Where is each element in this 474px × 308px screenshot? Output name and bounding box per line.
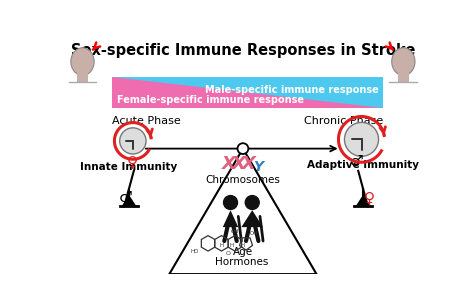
Text: X: X (242, 155, 256, 173)
Text: OH: OH (231, 229, 239, 234)
Circle shape (224, 196, 237, 209)
Text: H: H (229, 243, 233, 248)
Text: Adaptive Immunity: Adaptive Immunity (307, 160, 419, 170)
Polygon shape (241, 210, 263, 227)
Ellipse shape (392, 48, 415, 75)
Text: ♂: ♂ (119, 190, 133, 205)
Circle shape (245, 196, 259, 209)
Polygon shape (112, 77, 383, 108)
Circle shape (345, 122, 379, 156)
Text: ♂: ♂ (350, 154, 364, 169)
Circle shape (237, 143, 248, 154)
Bar (77, 72, 88, 83)
Text: O: O (226, 251, 231, 256)
Text: X: X (222, 155, 236, 173)
Polygon shape (122, 195, 136, 206)
Text: Innate Immunity: Innate Immunity (81, 163, 178, 172)
Polygon shape (356, 195, 370, 206)
Polygon shape (112, 77, 383, 108)
Text: Female-specific immune response: Female-specific immune response (117, 95, 304, 105)
Bar (398, 72, 409, 83)
Ellipse shape (71, 48, 94, 75)
Text: OH: OH (250, 231, 258, 236)
Text: ♀: ♀ (364, 190, 375, 205)
Text: HO: HO (191, 249, 199, 254)
Circle shape (120, 128, 146, 154)
Text: H: H (219, 243, 224, 248)
Text: Age: Age (233, 247, 253, 257)
Text: Y: Y (254, 160, 264, 174)
Polygon shape (223, 210, 238, 227)
Text: X: X (232, 155, 246, 173)
Text: Chronic Phase: Chronic Phase (304, 116, 383, 125)
Text: ♀: ♀ (127, 154, 138, 169)
Text: Male-specific immune response: Male-specific immune response (205, 85, 379, 95)
Text: Sex-specific Immune Responses in Stroke: Sex-specific Immune Responses in Stroke (71, 43, 415, 58)
Text: Acute Phase: Acute Phase (112, 116, 181, 125)
Text: Chromosomes: Chromosomes (206, 175, 280, 185)
Text: Hormones: Hormones (215, 257, 268, 267)
Text: H: H (241, 243, 245, 248)
